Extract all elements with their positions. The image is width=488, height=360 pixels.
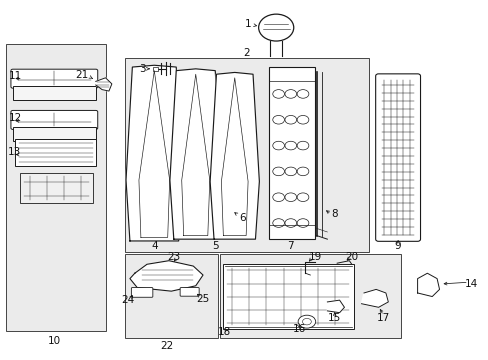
Polygon shape	[417, 273, 439, 297]
Text: 2: 2	[243, 48, 250, 58]
Polygon shape	[96, 78, 112, 91]
Text: 18: 18	[217, 327, 230, 337]
Polygon shape	[130, 261, 203, 291]
Circle shape	[302, 319, 311, 325]
Text: 24: 24	[121, 295, 134, 305]
Text: 17: 17	[376, 313, 389, 323]
Text: 21: 21	[75, 70, 88, 80]
Circle shape	[298, 315, 315, 328]
Text: 12: 12	[9, 113, 22, 123]
Text: 25: 25	[196, 294, 209, 304]
FancyBboxPatch shape	[11, 111, 98, 130]
Text: 7: 7	[287, 241, 294, 251]
Bar	[220, 253, 400, 338]
Text: 3: 3	[139, 64, 145, 74]
Text: 15: 15	[327, 313, 341, 323]
Polygon shape	[169, 69, 221, 239]
Text: 23: 23	[167, 252, 180, 262]
Bar	[15, 139, 96, 166]
Text: 1: 1	[244, 19, 251, 29]
Text: 10: 10	[48, 336, 61, 346]
Bar	[222, 264, 353, 329]
FancyBboxPatch shape	[11, 69, 98, 88]
Polygon shape	[126, 65, 182, 241]
Text: 16: 16	[292, 324, 305, 334]
Bar	[125, 253, 217, 338]
Text: 9: 9	[394, 241, 401, 251]
Text: 20: 20	[345, 252, 358, 262]
Text: 13: 13	[8, 147, 21, 157]
Bar	[5, 44, 105, 330]
Bar	[125, 58, 368, 252]
FancyBboxPatch shape	[375, 74, 420, 241]
Bar	[268, 67, 315, 239]
Text: 11: 11	[9, 71, 22, 81]
Bar	[153, 67, 158, 71]
Text: 22: 22	[160, 341, 173, 351]
Text: 6: 6	[239, 213, 246, 222]
Text: 8: 8	[331, 209, 337, 219]
Ellipse shape	[258, 14, 293, 41]
Polygon shape	[361, 289, 387, 307]
Bar	[20, 173, 93, 203]
Text: 4: 4	[151, 241, 157, 251]
Bar	[13, 86, 96, 100]
Polygon shape	[210, 72, 259, 239]
Bar	[13, 127, 96, 141]
FancyBboxPatch shape	[180, 288, 199, 296]
Text: 5: 5	[211, 241, 218, 251]
FancyBboxPatch shape	[131, 288, 153, 297]
Polygon shape	[327, 300, 344, 313]
Text: 14: 14	[464, 279, 477, 289]
Text: 19: 19	[308, 252, 321, 262]
